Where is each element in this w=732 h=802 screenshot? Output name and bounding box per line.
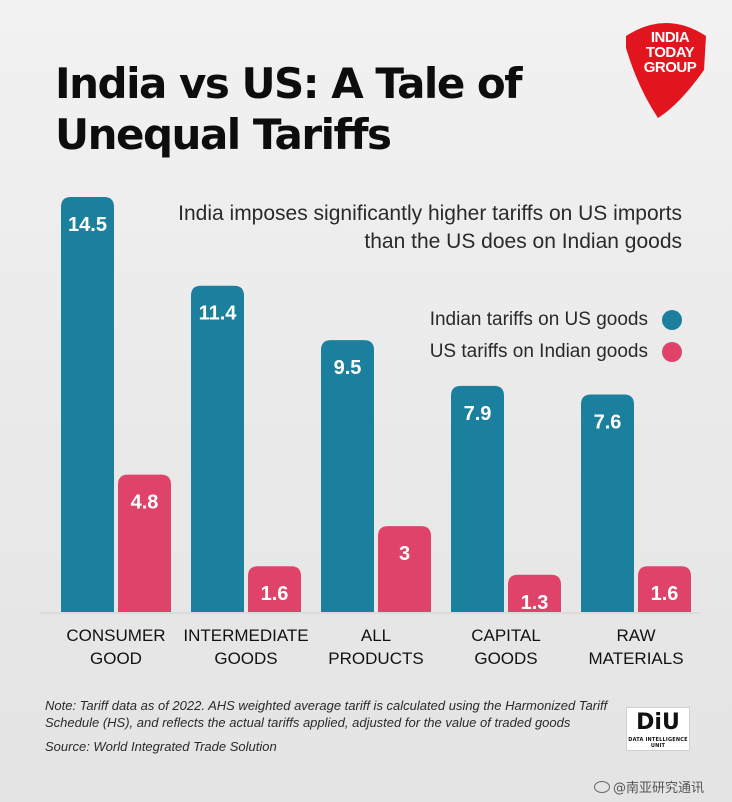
india-today-group-logo-text: INDIA TODAY GROUP [643,29,697,76]
bar-us-2 [378,526,431,612]
legend-swatch-india [662,310,682,330]
bar-india-1 [191,285,244,612]
data-label-india-1: 11.4 [199,303,238,325]
category-label-4-1: MATERIALS [588,649,683,668]
category-label-2-0: ALL [361,626,391,645]
data-label-us-1: 1.6 [261,583,289,605]
legend-swatch-us [662,342,682,362]
category-label-4-0: RAW [616,626,655,645]
legend-label-us: US tariffs on Indian goods [429,341,648,362]
diu-logo: DiU DATA INTELLIGENCE UNIT [626,707,690,751]
data-label-us-4: 1.6 [651,583,679,605]
data-label-us-2: 3 [399,543,410,565]
footnote-line-2: Schedule (HS), and reflects the actual t… [45,715,571,730]
category-label-3-0: CAPITAL [471,626,541,645]
legend-item-india: Indian tariffs on US goods [342,307,682,333]
legend-item-us: US tariffs on Indian goods [342,339,682,365]
bar-us-1 [248,566,301,612]
bar-india-4 [581,394,634,612]
title-line-1: India vs US: A Tale of [55,59,523,108]
footnote-line-1: Note: Tariff data as of 2022. AHS weight… [45,698,608,713]
data-label-india-2: 9.5 [334,357,362,379]
bar-india-2 [321,340,374,612]
data-label-us-3: 1.3 [521,592,549,614]
category-label-0-0: CONSUMER [66,626,165,645]
category-label-3-1: GOODS [474,649,537,668]
footnote: Note: Tariff data as of 2022. AHS weight… [45,697,625,731]
title-line-2: Unequal Tariffs [55,110,392,159]
bar-us-4 [638,566,691,612]
chart-subtitle: India imposes significantly higher tarif… [178,202,682,253]
category-label-1-0: INTERMEDIATE [183,626,308,645]
page-title: India vs US: A Tale of Unequal Tariffs [55,58,595,160]
weibo-watermark: @南亚研究通讯 [594,777,704,796]
legend-label-india: Indian tariffs on US goods [429,309,648,330]
category-label-1-1: GOODS [214,649,277,668]
data-label-india-4: 7.6 [594,411,622,433]
source-note: Source: World Integrated Trade Solution [45,739,277,754]
data-label-india-0: 14.5 [68,214,107,236]
data-label-us-0: 4.8 [131,492,159,514]
india-today-group-logo [626,23,706,118]
category-label-0-1: GOOD [90,649,142,668]
bar-us-0 [118,474,171,612]
bar-india-0 [61,197,114,612]
weibo-icon [594,781,610,793]
data-label-india-3: 7.9 [464,403,492,425]
category-label-2-1: PRODUCTS [328,649,423,668]
bar-us-3 [508,574,561,612]
bar-india-3 [451,385,504,612]
